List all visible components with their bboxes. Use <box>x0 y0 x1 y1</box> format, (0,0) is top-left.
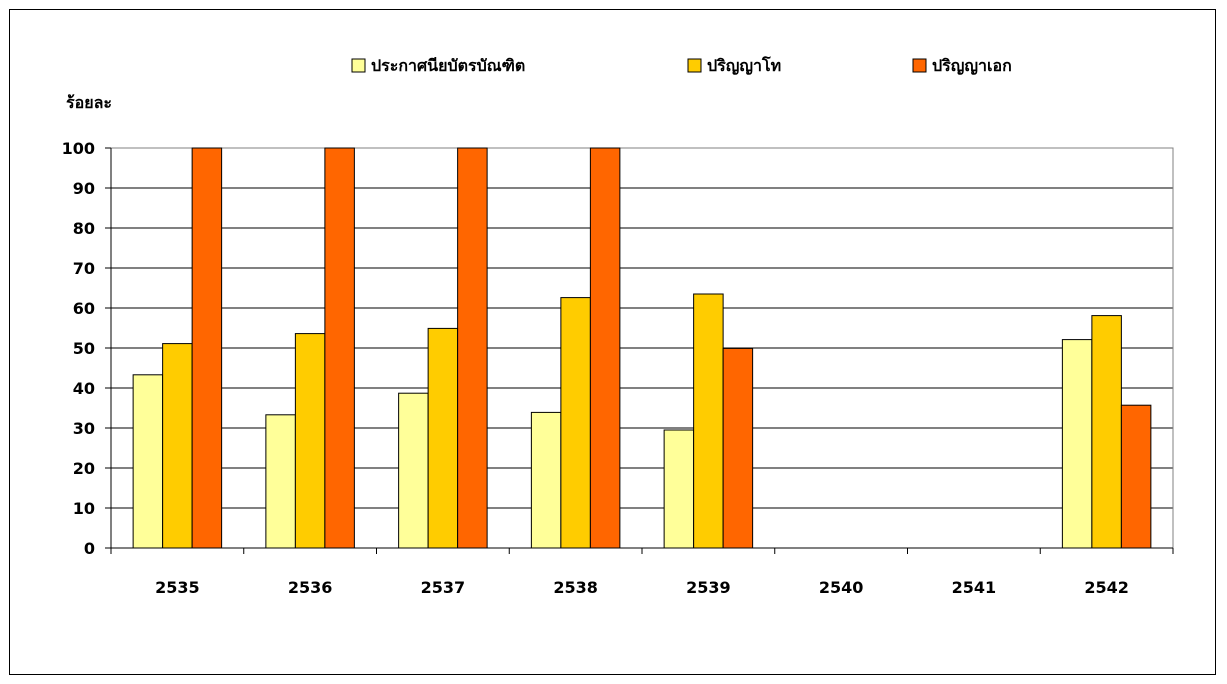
bar <box>1061 339 1093 549</box>
x-tick-label: 2538 <box>553 578 598 597</box>
bar <box>427 327 459 549</box>
legend-label: ประกาศนียบัตรบัณฑิต <box>371 56 525 75</box>
bar <box>530 411 562 549</box>
y-tick-label: 40 <box>73 379 95 398</box>
bar <box>457 147 488 549</box>
y-tick-label: 90 <box>73 179 95 198</box>
y-tick-label: 100 <box>62 139 95 158</box>
x-tick-labels: 2535 2536 2537 2538 2539 2540 2541 2542 <box>155 578 1129 597</box>
y-tick-labels: 0 10 20 30 40 50 60 70 80 90 100 <box>62 139 95 558</box>
y-tick-label: 80 <box>73 219 95 238</box>
bar <box>132 374 164 549</box>
chart-frame <box>9 9 1216 675</box>
bars <box>132 147 1152 549</box>
legend-swatch <box>912 58 927 73</box>
y-tick-label: 50 <box>73 339 95 358</box>
bar <box>1091 315 1122 549</box>
legend-swatch <box>351 58 366 73</box>
bar <box>589 147 621 549</box>
bar <box>265 414 296 549</box>
bar <box>191 147 223 549</box>
y-tick-label: 30 <box>73 419 95 438</box>
legend: ประกาศนียบัตรบัณฑิต ปริญญาโท ปริญญาเอก <box>351 55 1012 76</box>
x-tick-label: 2542 <box>1084 578 1129 597</box>
axes <box>105 147 1174 554</box>
y-axis-label: ร้อยละ <box>66 93 112 112</box>
bar <box>663 429 695 549</box>
bar <box>162 343 193 549</box>
x-tick-label: 2536 <box>288 578 333 597</box>
bar <box>722 347 754 549</box>
bar <box>693 293 724 549</box>
bar <box>294 333 326 549</box>
y-tick-label: 0 <box>84 539 95 558</box>
y-tick-label: 10 <box>73 499 95 518</box>
x-tick-label: 2540 <box>819 578 864 597</box>
bar <box>1120 404 1152 549</box>
x-tick-label: 2537 <box>421 578 466 597</box>
y-tick-label: 60 <box>73 299 95 318</box>
legend-label: ปริญญาโท <box>707 55 781 76</box>
bar <box>324 147 355 549</box>
x-tick-label: 2539 <box>686 578 731 597</box>
x-tick-label: 2541 <box>952 578 997 597</box>
y-tick-label: 20 <box>73 459 95 478</box>
legend-label: ปริญญาเอก <box>932 56 1012 76</box>
x-tick-label: 2535 <box>155 578 200 597</box>
legend-swatch <box>687 58 702 73</box>
y-tick-label: 70 <box>73 259 95 278</box>
bar <box>398 392 429 549</box>
bar <box>560 297 591 549</box>
